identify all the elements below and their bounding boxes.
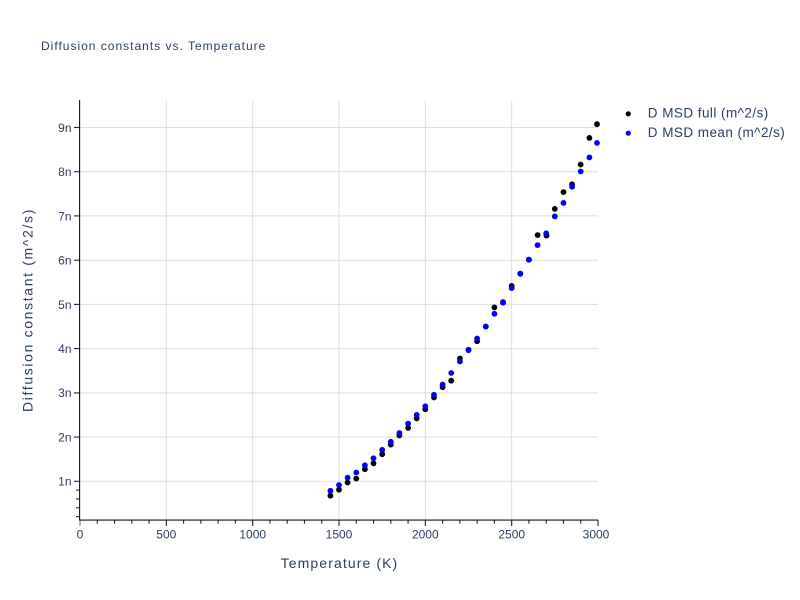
svg-text:D MSD full (m^2/s): D MSD full (m^2/s) bbox=[648, 106, 769, 121]
svg-text:2500: 2500 bbox=[498, 527, 525, 541]
svg-text:1000: 1000 bbox=[239, 527, 266, 541]
svg-text:0: 0 bbox=[77, 527, 84, 541]
svg-text:8n: 8n bbox=[58, 165, 71, 179]
svg-text:6n: 6n bbox=[58, 254, 71, 268]
svg-text:2n: 2n bbox=[58, 431, 71, 445]
svg-text:500: 500 bbox=[156, 527, 176, 541]
svg-text:7n: 7n bbox=[58, 209, 71, 223]
svg-text:Diffusion constant (m^2/s): Diffusion constant (m^2/s) bbox=[20, 208, 36, 412]
svg-text:3000: 3000 bbox=[583, 527, 610, 541]
svg-text:2000: 2000 bbox=[412, 527, 439, 541]
svg-text:Diffusion constants vs. Temper: Diffusion constants vs. Temperature bbox=[41, 39, 266, 53]
svg-text:Temperature (K): Temperature (K) bbox=[281, 555, 399, 571]
svg-text:9n: 9n bbox=[58, 121, 71, 135]
svg-text:4n: 4n bbox=[58, 342, 71, 356]
svg-text:5n: 5n bbox=[58, 298, 71, 312]
svg-text:1500: 1500 bbox=[326, 527, 353, 541]
svg-text:1n: 1n bbox=[58, 475, 71, 489]
svg-text:3n: 3n bbox=[58, 386, 71, 400]
svg-text:D MSD mean (m^2/s): D MSD mean (m^2/s) bbox=[648, 125, 785, 140]
